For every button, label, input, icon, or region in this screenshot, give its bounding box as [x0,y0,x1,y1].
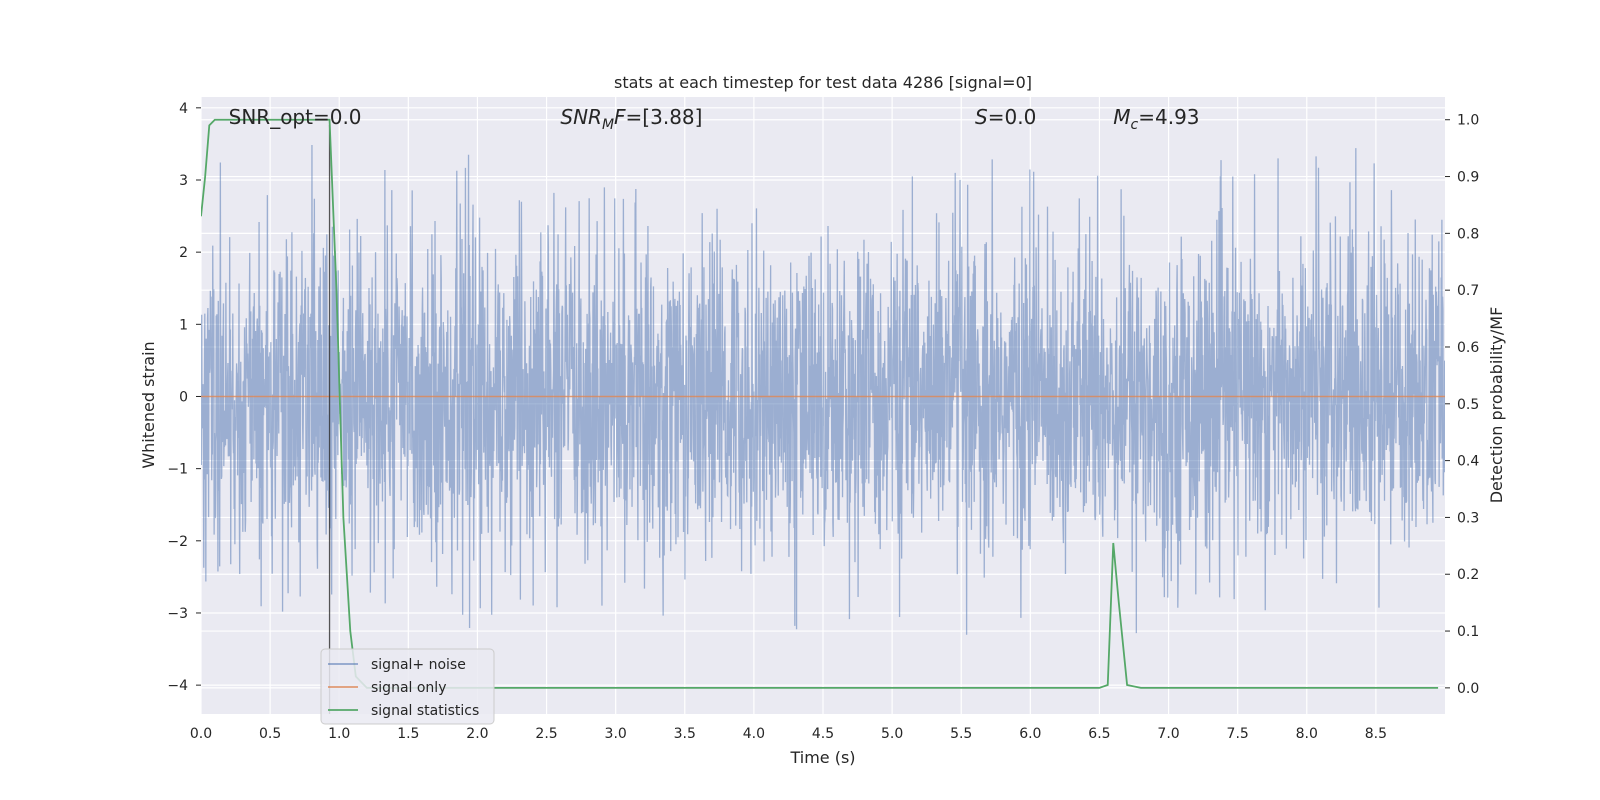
y-tick-label-left-4: 0 [179,389,188,405]
x-tick-label-6: 3.0 [605,726,627,742]
x-tick-label-7: 3.5 [674,726,696,742]
x-tick-label-4: 2.0 [466,726,488,742]
annotation-mc: Mc=4.93 [1113,105,1199,133]
y-tick-label-left-2: −2 [167,534,188,550]
y-tick-label-right-4: 0.4 [1457,454,1479,470]
y-tick-label-left-7: 3 [179,173,188,189]
y-tick-label-left-0: −4 [167,678,188,694]
x-tick-label-13: 6.5 [1088,726,1110,742]
x-tick-label-15: 7.5 [1227,726,1249,742]
x-tick-label-14: 7.0 [1157,726,1179,742]
y-tick-label-left-5: 1 [179,317,188,333]
x-tick-label-2: 1.0 [328,726,350,742]
y-tick-label-right-9: 0.9 [1457,170,1479,186]
y-tick-label-left-6: 2 [179,245,188,261]
legend-box [320,648,495,725]
x-tick-label-1: 0.5 [259,726,281,742]
x-tick-label-12: 6.0 [1019,726,1041,742]
x-tick-label-17: 8.5 [1365,726,1387,742]
x-tick-label-8: 4.0 [743,726,765,742]
y-tick-label-right-1: 0.1 [1457,624,1479,640]
legend-label-2: signal statistics [371,703,479,719]
x-tick-label-3: 1.5 [397,726,419,742]
y-tick-label-left-3: −1 [167,462,188,478]
y-tick-label-right-5: 0.5 [1457,397,1479,413]
annotation-snr-mf: SNRMF=[3.88] [560,105,702,133]
y-axis-label-right: Detection probability/MF [1487,307,1506,504]
y-tick-label-left-1: −3 [167,606,188,622]
chart-title: stats at each timestep for test data 428… [614,73,1032,92]
x-tick-label-11: 5.5 [950,726,972,742]
y-tick-label-right-8: 0.8 [1457,226,1479,242]
y-tick-label-right-3: 0.3 [1457,510,1479,526]
x-tick-label-9: 4.5 [812,726,834,742]
y-tick-label-right-0: 0.0 [1457,681,1479,697]
x-tick-label-0: 0.0 [190,726,212,742]
x-tick-label-10: 5.0 [881,726,903,742]
x-tick-label-5: 2.5 [535,726,557,742]
legend-label-0: signal+ noise [371,657,466,673]
y-tick-label-right-10: 1.0 [1457,113,1479,129]
y-axis-label-left: Whitened strain [139,341,158,468]
y-tick-label-left-8: 4 [179,101,188,117]
y-tick-label-right-7: 0.7 [1457,283,1479,299]
x-tick-label-16: 8.0 [1296,726,1318,742]
annotation-snr-opt: SNR_opt=0.0 [229,105,362,129]
y-tick-label-right-6: 0.6 [1457,340,1479,356]
x-axis-label: Time (s) [789,748,855,767]
legend-label-1: signal only [371,680,446,696]
annotation-s: S=0.0 [975,105,1036,129]
y-tick-label-right-2: 0.2 [1457,567,1479,583]
series-signal-statistics-line [201,118,1439,689]
